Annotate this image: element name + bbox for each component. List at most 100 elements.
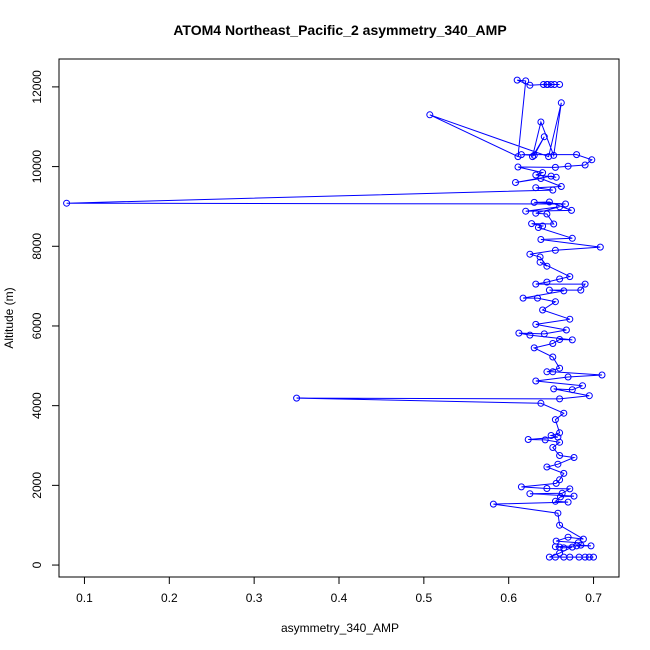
data-point — [556, 275, 564, 283]
data-point — [577, 541, 585, 549]
data-point — [556, 203, 564, 211]
data-point — [588, 156, 596, 164]
data-point — [568, 543, 576, 551]
data-point — [534, 294, 541, 302]
data-point — [549, 368, 557, 376]
data-point — [549, 353, 557, 361]
data-point — [577, 286, 585, 294]
data-point — [573, 542, 581, 550]
data-point — [532, 377, 540, 385]
data-point — [519, 294, 527, 302]
data-point — [579, 382, 586, 390]
data-point — [556, 438, 564, 446]
y-tick-label: 8000 — [30, 233, 44, 260]
x-axis: 0.1 0.2 0.3 0.4 0.5 0.6 0.7 — [76, 577, 602, 605]
data-point — [581, 161, 589, 169]
data-point — [532, 184, 540, 192]
data-point — [568, 234, 576, 242]
y-tick-label: 12000 — [30, 70, 44, 104]
data-point — [526, 250, 534, 258]
data-point — [530, 151, 538, 159]
data-point — [560, 409, 568, 417]
data-point — [550, 385, 558, 393]
data-point — [545, 198, 553, 206]
data-point — [517, 151, 525, 159]
data-point — [545, 153, 553, 161]
data-point — [522, 77, 530, 85]
data-point — [564, 162, 572, 170]
data-point — [530, 344, 538, 352]
data-point — [566, 315, 574, 323]
data-point — [557, 493, 564, 501]
data-point — [564, 373, 572, 381]
data-point — [534, 224, 542, 231]
y-axis: 0 2000 4000 6000 8000 10000 12000 — [30, 70, 59, 568]
y-tick-label: 0 — [30, 561, 44, 568]
data-point — [514, 163, 522, 171]
data-point — [554, 509, 562, 517]
data-point — [540, 133, 548, 141]
data-point — [551, 416, 559, 424]
data-point — [517, 483, 525, 491]
data-point — [551, 163, 559, 171]
data-point — [557, 99, 565, 107]
data-point — [564, 498, 572, 506]
data-point — [539, 222, 547, 230]
data-point — [587, 542, 595, 550]
data-point — [556, 429, 564, 437]
x-tick-label: 0.3 — [246, 591, 263, 605]
data-point — [513, 76, 521, 84]
x-tick-label: 0.5 — [416, 591, 433, 605]
x-tick-label: 0.6 — [500, 591, 517, 605]
x-axis-label: asymmetry_340_AMP — [281, 621, 399, 635]
data-point — [549, 444, 557, 451]
data-point — [532, 209, 540, 217]
data-point — [568, 206, 575, 214]
data-point — [551, 497, 559, 505]
data-point — [543, 485, 551, 492]
data-point — [514, 153, 522, 161]
data-point — [570, 454, 578, 461]
data-point — [551, 543, 559, 551]
data-point — [547, 432, 555, 439]
data-point — [515, 329, 523, 337]
x-tick-label: 0.4 — [331, 591, 348, 605]
data-point — [537, 236, 545, 243]
data-point — [568, 336, 576, 344]
data-point — [522, 207, 530, 215]
data-point — [552, 479, 560, 487]
data-point — [541, 436, 549, 444]
data-point — [560, 287, 568, 295]
series-layer — [63, 76, 606, 561]
data-point — [564, 533, 572, 541]
data-point — [556, 549, 564, 557]
data-point — [560, 469, 568, 477]
data-point — [556, 395, 564, 403]
data-point — [543, 262, 551, 270]
data-point — [536, 258, 544, 266]
data-point — [556, 336, 564, 343]
data-point — [562, 326, 570, 334]
data-point — [566, 553, 574, 561]
data-point — [568, 386, 576, 394]
data-point — [536, 253, 544, 261]
data-point — [596, 243, 604, 251]
data-point — [566, 485, 574, 493]
data-point — [547, 172, 555, 180]
data-point — [579, 535, 587, 543]
x-tick-label: 0.1 — [76, 591, 93, 605]
data-point — [426, 111, 434, 119]
data-point — [532, 171, 540, 179]
data-point — [524, 436, 532, 443]
series-line — [66, 79, 603, 558]
data-point — [543, 210, 551, 218]
data-point — [532, 280, 540, 288]
data-point — [537, 175, 545, 182]
data-point — [526, 490, 534, 498]
data-point — [566, 273, 574, 281]
data-point — [550, 220, 558, 228]
data-point — [529, 153, 536, 161]
y-tick-label: 6000 — [30, 312, 44, 339]
data-point — [543, 278, 551, 286]
